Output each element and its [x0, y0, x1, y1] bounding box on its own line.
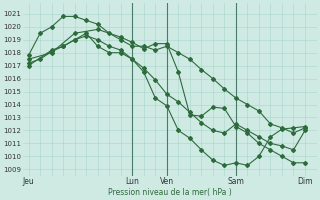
X-axis label: Pression niveau de la mer( hPa ): Pression niveau de la mer( hPa )	[108, 188, 232, 197]
